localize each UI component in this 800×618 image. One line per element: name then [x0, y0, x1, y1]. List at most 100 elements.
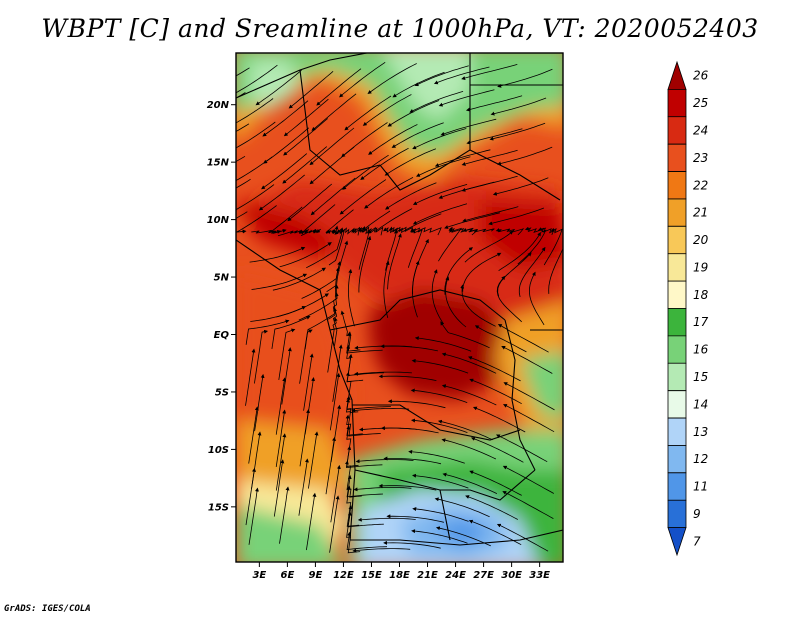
streamline: [411, 418, 468, 433]
streamline: [330, 464, 341, 523]
streamline: [354, 371, 412, 376]
streamline: [492, 177, 549, 196]
streamline: [325, 436, 336, 495]
streamline: [466, 128, 523, 145]
streamline: [298, 458, 309, 516]
colorbar-swatch: [667, 253, 687, 282]
streamline: [497, 252, 532, 297]
streamline: [383, 456, 442, 465]
lon-tick-label: 27E: [473, 570, 494, 581]
streamline: [277, 229, 305, 237]
streamline: [385, 182, 437, 210]
colorbar-swatch: [667, 116, 687, 145]
streamline: [236, 178, 251, 189]
streamline: [367, 208, 413, 234]
streamline: [393, 213, 442, 234]
streamline: [282, 146, 328, 184]
streamline: [378, 374, 437, 381]
streamline: [412, 473, 469, 489]
colorbar-label: 12: [693, 452, 708, 466]
streamline: [275, 377, 287, 435]
colorbar-swatch: [667, 362, 687, 392]
streamline: [272, 267, 327, 291]
streamline: [311, 93, 357, 131]
streamline: [438, 226, 463, 262]
streamlines: [236, 61, 563, 554]
streamline: [410, 227, 442, 236]
colorbar-label: 24: [693, 123, 708, 137]
streamline: [329, 495, 340, 553]
streamline: [468, 356, 521, 382]
streamline: [440, 118, 497, 136]
lon-tick-label: 18E: [389, 570, 410, 581]
colorbar-label: 9: [693, 507, 701, 521]
lon-tick-label: 3E: [252, 570, 266, 581]
streamline: [435, 526, 491, 547]
streamline: [465, 495, 518, 520]
streamline: [364, 177, 414, 209]
streamline: [465, 95, 523, 112]
colorbar-swatch: [667, 308, 687, 337]
colorbar-swatch: [667, 225, 687, 255]
streamline: [496, 434, 548, 463]
streamline: [528, 271, 545, 326]
streamline: [378, 483, 437, 491]
streamline: [461, 175, 518, 192]
colorbar-swatch: [667, 472, 687, 501]
streamline: [329, 372, 341, 431]
streamline: [245, 319, 290, 345]
streamline: [503, 382, 555, 411]
colorbar-swatch: [667, 417, 687, 446]
colorbar-label: 20: [693, 233, 709, 247]
streamline: [410, 388, 468, 403]
streamline: [461, 64, 518, 80]
colorbar-label: 7: [693, 534, 701, 548]
streamline: [368, 124, 418, 155]
colorbar-label: 25: [693, 96, 708, 110]
lat-tick-label: 20N: [207, 100, 230, 111]
streamline: [236, 98, 274, 124]
streamline: [288, 70, 334, 109]
streamline: [386, 514, 444, 523]
streamline: [270, 206, 303, 234]
streamline: [328, 227, 346, 266]
streamline: [245, 348, 256, 406]
streamline: [411, 529, 468, 544]
streamline: [346, 531, 388, 550]
streamline: [306, 492, 317, 551]
latitude-axis: 20N 15N 10N 5N EQ 5S 10S 15S: [207, 100, 236, 513]
streamline: [444, 212, 500, 229]
colorbar-swatch: [667, 88, 687, 118]
streamline: [462, 227, 495, 233]
streamline: [411, 358, 469, 374]
streamline: [263, 127, 310, 164]
streamline: [383, 260, 390, 318]
streamline: [412, 128, 467, 150]
streamline: [470, 437, 524, 463]
chart-title: WBPT [C] and Sreamline at 1000hPa, VT: 2…: [41, 14, 759, 43]
streamline: [434, 149, 491, 167]
colorbar-swatch: [667, 390, 687, 419]
streamline: [412, 184, 468, 205]
streamline: [445, 276, 467, 328]
colorbar-label: 19: [693, 260, 708, 274]
streamline: [327, 317, 338, 373]
streamline: [412, 203, 468, 225]
streamline: [496, 523, 549, 552]
streamline: [384, 148, 437, 176]
streamline: [346, 331, 383, 354]
streamline: [462, 252, 502, 292]
streamline: [495, 228, 525, 236]
streamline: [409, 91, 464, 113]
colorbar-swatch: [667, 445, 687, 474]
streamline: [332, 292, 339, 346]
streamline: [408, 449, 465, 464]
streamline: [236, 211, 248, 219]
streamline: [488, 207, 545, 226]
streamline: [299, 329, 313, 384]
streamline: [236, 184, 275, 211]
streamline: [380, 344, 438, 352]
streamline: [431, 269, 444, 325]
streamline: [345, 414, 381, 437]
streamline: [236, 64, 278, 94]
